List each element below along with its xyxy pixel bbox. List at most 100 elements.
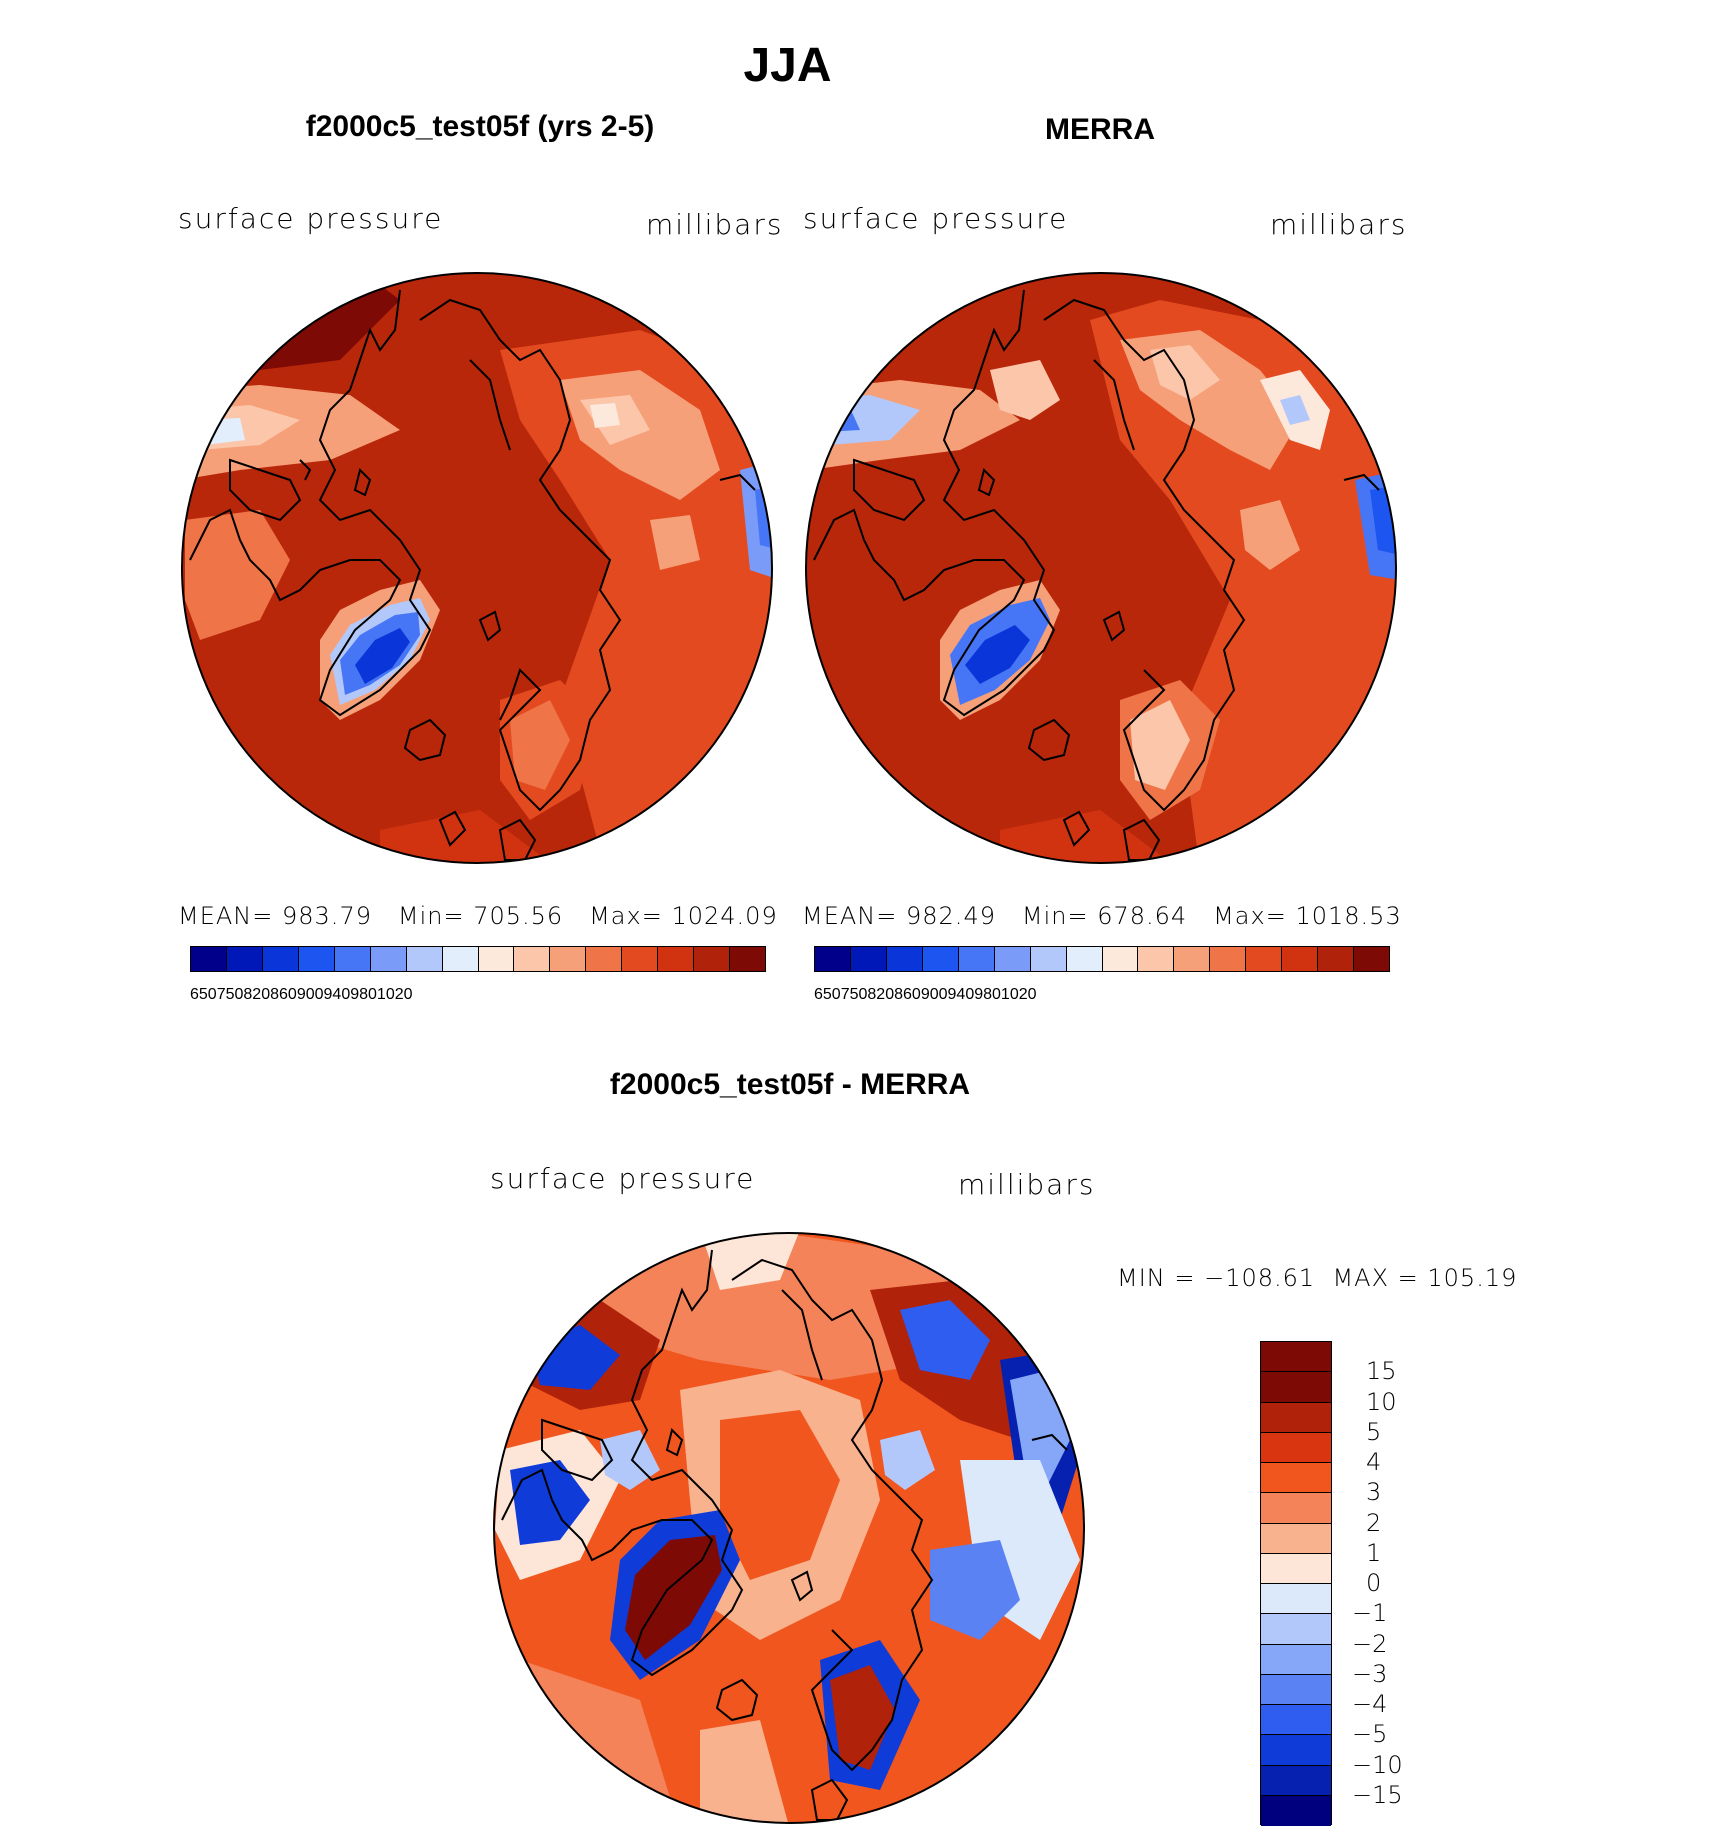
colorbar-cell [226, 947, 263, 971]
panel-1-min-value: 705.56 [473, 902, 564, 930]
panel-1-stats: MEAN= 983.79 Min= 705.56 Max= 1024.09 [178, 902, 778, 930]
diff-colorbar-ticks: 15 10 5 4 3 2 1 0 −1 −2 −3 −4 −5 −10 −15 [1352, 1341, 1432, 1825]
panel-1-units-label: millibars [646, 208, 784, 241]
colorbar-cell [730, 947, 765, 971]
diff-colorbar-tick-label: 4 [1366, 1448, 1382, 1476]
colorbar-cell [658, 947, 695, 971]
colorbar-tick-label: 980 [350, 986, 377, 1003]
colorbar-tick-label: 1020 [1000, 986, 1037, 1003]
diff-units-label: millibars [958, 1168, 1096, 1201]
colorbar-cell [1354, 947, 1389, 971]
panel-1-mean-label: MEAN= [178, 902, 274, 930]
colorbar-cell [815, 947, 851, 971]
colorbar-cell [1102, 947, 1139, 971]
map1-background [182, 273, 772, 863]
colorbar-cell [1030, 947, 1067, 971]
colorbar-tick-label: 820 [243, 986, 271, 1003]
colorbar-tick-label: 980 [974, 986, 1001, 1003]
colorbar-tick-label: 820 [867, 986, 895, 1003]
panel-2-mean-label: MEAN= [802, 902, 898, 930]
colorbar-cell [958, 947, 995, 971]
panel-1-min-label: Min= [397, 902, 465, 930]
panel-2-max-label: Max= [1213, 902, 1287, 930]
diff-variable-label: surface pressure [490, 1162, 756, 1195]
diff-colorbar-cell [1261, 1463, 1331, 1494]
colorbar-cell [370, 947, 407, 971]
diff-colorbar-cell [1261, 1372, 1331, 1403]
colorbar-tick-label: 900 [920, 986, 948, 1003]
panel-2-min-label: Min= [1021, 902, 1089, 930]
colorbar-tick-label: 900 [296, 986, 324, 1003]
colorbar-cell [586, 947, 623, 971]
diff-colorbar-cell [1261, 1705, 1331, 1736]
colorbar-cell [191, 947, 227, 971]
figure-title: JJA [743, 39, 832, 92]
diff-background [494, 1233, 1084, 1823]
diff-colorbar [1260, 1341, 1332, 1826]
colorbar-cell [850, 947, 887, 971]
diff-colorbar-cell [1261, 1735, 1331, 1766]
diff-colorbar-cell [1261, 1342, 1331, 1373]
colorbar-cell [1282, 947, 1319, 971]
diff-colorbar-tick-label: 1 [1366, 1538, 1382, 1567]
diff-colorbar-cell [1261, 1553, 1331, 1584]
colorbar-tick-label: 650 [814, 986, 841, 1003]
map1-boundary [181, 272, 773, 864]
diff-colorbar-cell [1261, 1644, 1331, 1675]
diff-colorbar-tick-label: −5 [1352, 1720, 1388, 1749]
diff-colorbar-tick-label: 3 [1366, 1478, 1382, 1507]
diff-colorbar-tick-label: 15 [1366, 1357, 1397, 1386]
colorbar-cell [1210, 947, 1247, 971]
map1-high-region [200, 273, 400, 370]
colorbar-tick-label: 940 [947, 986, 975, 1003]
panel-1-colorbar [190, 946, 766, 972]
colorbar-cell [622, 947, 659, 971]
panel-1-title: f2000c5_test05f (yrs 2-5) [305, 110, 655, 143]
diff-colorbar-cell [1261, 1493, 1331, 1524]
diff-colorbar-cell [1261, 1432, 1331, 1463]
panel-2-stats: MEAN= 982.49 Min= 678.64 Max= 1018.53 [802, 902, 1402, 930]
panel-1-variable-label: surface pressure [178, 202, 444, 235]
diff-colorbar-tick-label: −1 [1352, 1599, 1388, 1628]
panel-1-max-label: Max= [589, 902, 663, 930]
colorbar-tick-label: 1020 [376, 986, 413, 1003]
colorbar-tick-label: 750 [216, 986, 244, 1003]
panel-1-max-value: 1024.09 [671, 902, 778, 930]
diff-colorbar-cell [1261, 1765, 1331, 1796]
panel-1-mean-value: 983.79 [282, 902, 372, 930]
diff-colorbar-tick-label: −3 [1352, 1659, 1388, 1688]
colorbar-tick-label: 860 [894, 986, 921, 1003]
diff-colorbar-tick-label: 5 [1366, 1417, 1382, 1446]
colorbar-tick-label: 650 [190, 986, 217, 1003]
colorbar-tick-label: 860 [270, 986, 297, 1003]
diff-colorbar-cell [1261, 1402, 1331, 1433]
colorbar-cell [1138, 947, 1175, 971]
colorbar-cell [514, 947, 551, 971]
panel-2-units-label: millibars [1270, 208, 1408, 241]
panel-2-title: MERRA [1045, 113, 1155, 146]
diff-range-text: MIN = −108.61 MAX = 105.19 [1117, 1264, 1518, 1292]
diff-colorbar-tick-label: 2 [1366, 1508, 1382, 1537]
colorbar-tick-label: 750 [840, 986, 868, 1003]
colorbar-tick-label: 940 [323, 986, 351, 1003]
diff-colorbar-tick-label: −2 [1352, 1629, 1388, 1658]
map2-background [806, 273, 1396, 863]
colorbar-cell [334, 947, 371, 971]
diff-colorbar-cell [1261, 1523, 1331, 1554]
colorbar-cell [442, 947, 479, 971]
diff-colorbar-tick-label: −10 [1352, 1750, 1403, 1779]
diff-colorbar-tick-label: −4 [1352, 1690, 1388, 1718]
panel-2-colorbar [814, 946, 1390, 972]
diff-colorbar-cell [1261, 1614, 1331, 1645]
panel-1-colorbar-ticks: 6507508208609009409801020 [190, 986, 766, 1016]
colorbar-cell [1174, 947, 1211, 971]
panel-2-max-value: 1018.53 [1295, 902, 1402, 930]
panel-2-mean-value: 982.49 [906, 902, 996, 930]
diff-colorbar-tick-label: −15 [1352, 1780, 1403, 1809]
diff-colorbar-cell [1261, 1674, 1331, 1705]
colorbar-cell [478, 947, 515, 971]
colorbar-cell [694, 947, 731, 971]
colorbar-cell [1318, 947, 1355, 971]
colorbar-cell [1246, 947, 1283, 971]
panel-2-min-value: 678.64 [1097, 902, 1188, 930]
